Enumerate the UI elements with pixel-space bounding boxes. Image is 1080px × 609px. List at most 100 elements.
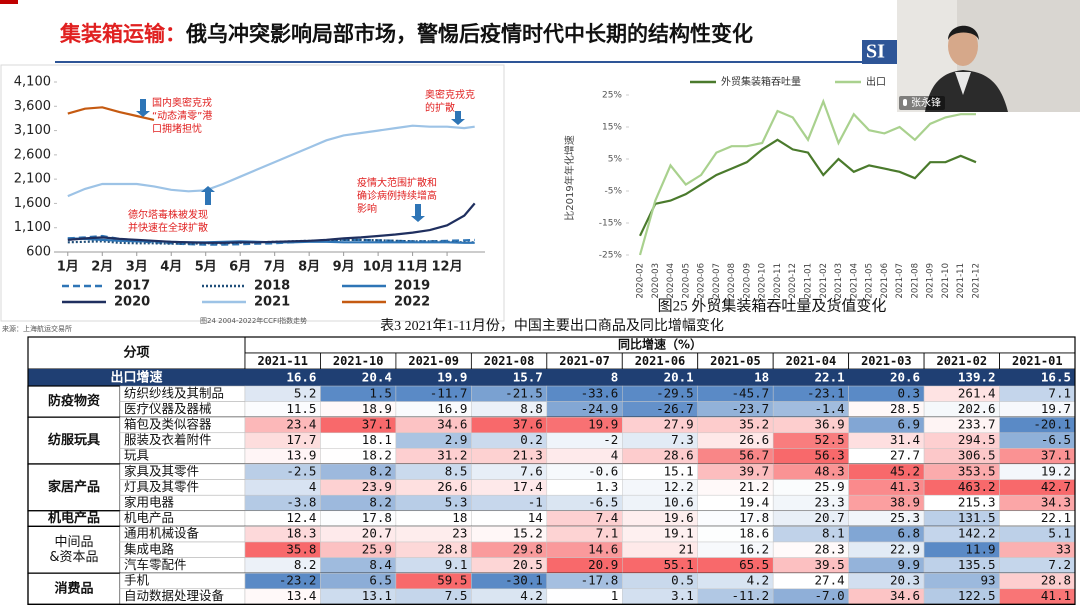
cell-value: 45.2 [890,463,920,478]
cell-value: 5.2 [294,385,317,400]
total-value: 15.7 [513,370,543,385]
cell-value: 15.2 [513,526,543,541]
person-hair [948,25,979,40]
column-header: 2021-03 [861,354,912,368]
x-tick-label: 8月 [298,260,320,275]
total-value: 139.2 [958,370,996,385]
cell-value: 4 [309,479,317,494]
cell-value: 8.2 [369,463,392,478]
annotation-arrow [201,186,215,205]
cell-value: 25.9 [362,541,392,556]
cell-value: 52.5 [815,432,845,447]
cell-value: 55.1 [664,557,694,572]
x-tick-label: 2020-11 [773,263,783,299]
y-tick-label: 600 [26,245,51,260]
cell-value: 19.1 [664,526,694,541]
cell-value: 37.1 [1041,448,1071,463]
cell-value: 2.9 [445,432,468,447]
cell-value: 18 [452,510,467,525]
cell-value: 16.2 [739,541,769,556]
x-tick-label: 2021-05 [865,263,875,299]
y-tick-label: 3,600 [14,99,51,114]
cell-value: -23.7 [732,401,770,416]
cell-value: 13.1 [362,588,392,603]
cell-value: 294.5 [958,432,996,447]
x-tick-label: 6月 [229,260,251,275]
column-header: 2021-11 [257,354,308,368]
cell-value: 31.2 [437,448,467,463]
x-tick-label: 2020-12 [788,263,798,299]
cell-value: 26.6 [739,432,769,447]
annotation: 德尔塔毒株被发现 [128,208,208,221]
cell-value: 17.7 [286,432,316,447]
x-tick-label: 2021-01 [804,263,814,299]
cell-value: 463.2 [958,479,996,494]
logo: SI [866,41,885,63]
cell-value: -7.0 [815,588,845,603]
cell-value: 34.6 [890,588,920,603]
column-header: 2021-05 [710,354,761,368]
cell-value: 20.5 [513,557,543,572]
group-label: 消费品 [54,580,93,596]
x-tick-label: 5月 [195,260,217,275]
x-tick-label: 2020-04 [666,263,676,299]
cell-value: 34.6 [437,417,467,432]
column-header: 2021-07 [559,354,610,368]
cell-value: 41.3 [890,479,920,494]
group-cell [27,416,121,465]
x-tick-label: 2021-10 [941,263,951,299]
chart-source: 来源：上海航运交易所 [2,324,72,333]
total-label: 出口增速 [110,370,162,386]
cell-value: 4.2 [520,588,543,603]
cell-value: -3.8 [286,495,316,510]
cell-value: -45.7 [732,385,770,400]
cell-value: 20.7 [362,526,392,541]
cell-value: 8.2 [369,495,392,510]
total-value: 20.4 [362,370,392,385]
cell-value: 26.6 [437,479,467,494]
series-line [67,124,475,198]
cell-value: 25.9 [815,479,845,494]
annotation: 确诊病例持续增高 [357,189,437,202]
title-rest: 俄乌冲突影响局部市场，警惕后疫情时代中长期的结构性变化 [185,22,753,46]
cell-value: 0.3 [898,385,921,400]
item-label: 灯具及其零件 [124,479,199,494]
cell-value: -23.1 [807,385,845,400]
cell-value: 56.3 [815,448,845,463]
legend-label: 2017 [114,279,150,294]
cell-value: 122.5 [958,588,996,603]
x-tick-label: 2020-10 [758,263,768,299]
cell-value: 8.8 [520,401,543,416]
chart-caption: 图24 2004-2022年CCFI指数走势 [200,316,307,325]
cell-value: 306.5 [958,448,996,463]
cell-value: 27.9 [664,417,694,432]
cell-value: 8.4 [369,557,392,572]
cell-value: 0.5 [671,573,694,588]
participant-name: 张永锋 [911,96,941,109]
column-header: 2021-06 [635,354,686,368]
cell-value: 39.5 [815,557,845,572]
cell-value: 353.5 [958,463,996,478]
cell-value: 23 [452,526,467,541]
corner-mark [0,0,18,4]
series-line [67,106,155,121]
column-header: 2021-10 [333,354,384,368]
cell-value: 19.9 [588,417,618,432]
cell-value: 28.8 [1041,573,1071,588]
x-tick-label: 11月 [397,260,428,275]
item-label: 自动数据处理设备 [124,588,225,603]
x-tick-label: 3月 [126,260,148,275]
cell-value: 33 [1056,541,1071,556]
item-label: 手机 [124,573,150,588]
cell-value: 8.2 [294,557,317,572]
cell-value: 16.9 [437,401,467,416]
x-tick-label: 2月 [91,260,113,275]
group-label: 防疫物资 [48,393,100,409]
y-axis-label: 比2019年年化增速 [563,135,576,220]
cell-value: 12.4 [286,510,316,525]
total-value: 16.6 [286,370,316,385]
cell-value: 7.1 [1048,385,1071,400]
total-value: 19.9 [437,370,467,385]
y-tick-label: -25% [599,251,623,261]
x-tick-label: 12月 [432,260,463,275]
